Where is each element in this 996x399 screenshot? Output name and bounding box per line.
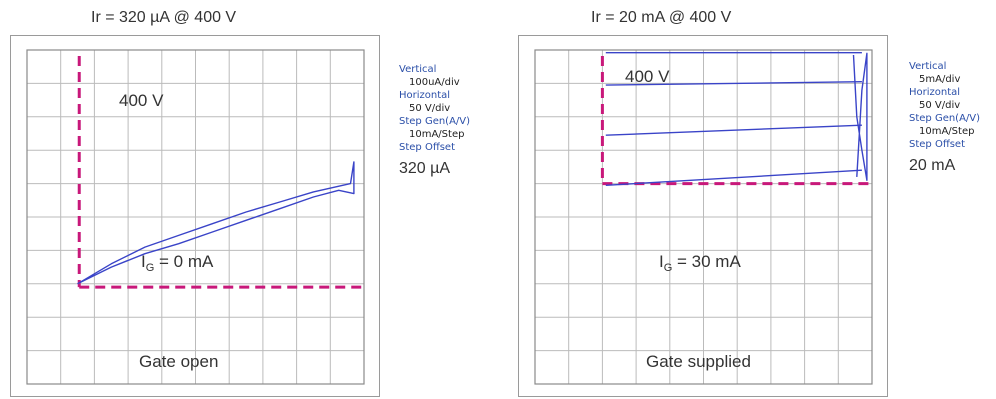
step-offset-label: Step Offset [399, 142, 455, 153]
gate-current-label: IG = 30 mA [659, 252, 741, 274]
stepgen-value: 10mA/Step [409, 129, 465, 140]
scope-plot: 400 V IG = 0 mA Gate open [26, 49, 365, 385]
stepgen-label: Step Gen(A/V) [399, 116, 471, 127]
horizontal-label: Horizontal [399, 90, 451, 101]
vertical-label: Vertical [909, 61, 947, 72]
gate-current-label: IG = 0 mA [141, 252, 214, 274]
vertical-value: 100uA/div [409, 77, 460, 88]
horizontal-value: 50 V/div [409, 103, 451, 114]
scope-settings: Vertical 5mA/div Horizontal 50 V/div Ste… [909, 60, 980, 175]
horizontal-label: Horizontal [909, 87, 961, 98]
stepgen-label: Step Gen(A/V) [909, 113, 981, 124]
gate-state-label: Gate supplied [646, 352, 751, 371]
vertical-label: Vertical [399, 64, 437, 75]
step-offset-value: 20 mA [909, 157, 956, 174]
horizontal-value: 50 V/div [919, 100, 961, 111]
trace-line [852, 52, 868, 182]
stepgen-value: 10mA/Step [919, 126, 975, 137]
chart-title: Ir = 320 µA @ 400 V [91, 9, 237, 26]
trace-line [605, 81, 862, 86]
voltage-label: 400 V [119, 91, 164, 110]
graticule-border [26, 49, 365, 385]
trace-line [605, 169, 862, 186]
graticule-border [534, 49, 873, 385]
gate-state-label: Gate open [139, 352, 218, 371]
step-offset-value: 320 µA [399, 160, 451, 177]
voltage-label: 400 V [625, 67, 670, 86]
step-offset-label: Step Offset [909, 139, 965, 150]
scope-settings: Vertical 100uA/div Horizontal 50 V/div S… [399, 63, 470, 178]
vertical-value: 5mA/div [919, 74, 961, 85]
chart-title: Ir = 20 mA @ 400 V [591, 9, 732, 26]
trace-line [77, 161, 355, 285]
scope-plot: 400 V IG = 30 mA Gate supplied [534, 49, 873, 385]
trace-line [605, 124, 862, 136]
